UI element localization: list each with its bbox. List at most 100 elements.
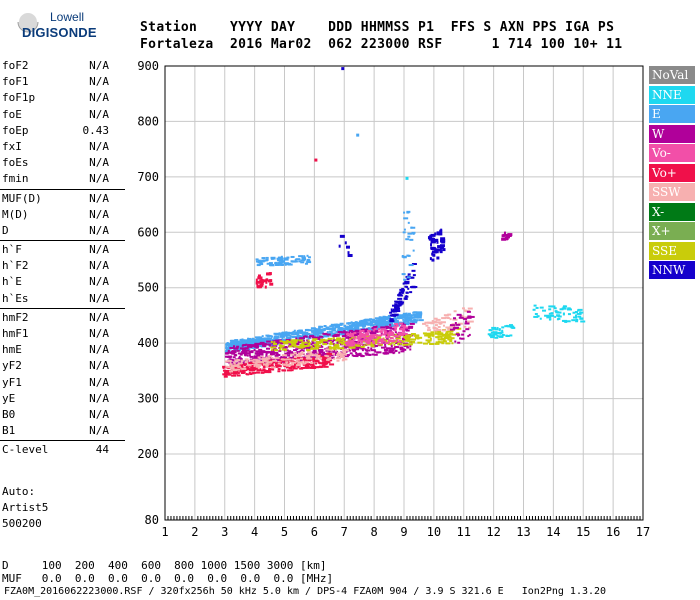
echo-mark [382,333,386,336]
echo-mark [248,362,254,365]
echo-mark [449,324,455,327]
echo-mark [315,329,318,332]
echo-mark [418,314,422,317]
echo-mark [398,322,403,325]
echo-mark [533,315,539,318]
echo-mark [273,332,279,335]
param-value: N/A [89,310,109,324]
echo-mark [343,324,347,327]
echo-mark [241,350,245,353]
echo-mark [278,263,284,266]
echo-mark [327,337,333,340]
echo-mark [401,255,404,258]
echo-mark [255,344,258,347]
echo-mark [223,375,228,378]
legend: NoVal NNE E W Vo- Vo+ SSW X- X+ SSE NNW [649,66,695,281]
echo-mark [320,332,324,335]
echo-mark [450,337,455,340]
echo-mark [364,352,369,355]
echo-mark [281,354,287,357]
echo-mark [433,317,438,320]
echo-mark [463,325,467,328]
echo-mark [409,318,413,321]
echo-mark [405,336,411,339]
echo-mark [347,327,352,330]
echo-mark [288,341,294,344]
echo-mark [333,350,339,353]
echo-mark [407,287,410,290]
echo-mark [225,343,231,346]
echo-mark [277,370,281,373]
echo-mark [439,250,443,254]
param-value: N/A [89,343,109,357]
echo-mark [351,348,355,351]
echo-mark [254,357,259,360]
echo-mark [229,346,235,349]
echo-mark [279,348,282,351]
echo-mark [266,369,272,372]
echo-mark [295,258,301,261]
echo-mark [347,339,350,342]
echo-mark [258,336,263,339]
echo-mark [274,339,278,342]
echo-mark [389,323,392,326]
param-row: foF2 N/A [0,58,125,74]
echo-mark [392,304,397,307]
echo-mark [270,351,276,354]
echo-mark [326,328,331,331]
echo-mark [380,332,383,335]
echo-mark [430,240,436,244]
echo-mark [374,336,378,339]
echo-mark [227,373,232,376]
echo-mark [441,238,446,242]
echo-mark [247,337,250,340]
echo-mark [344,241,347,245]
echo-mark [270,364,274,367]
echo-mark [291,365,296,368]
echo-mark [313,328,318,331]
echo-mark [236,363,240,366]
echo-mark [343,358,346,361]
echo-mark [467,335,470,338]
echo-mark [361,325,366,328]
echo-mark [292,330,296,333]
echo-mark [387,332,391,335]
echo-mark [255,260,260,263]
echo-mark [354,344,357,347]
echo-mark [341,353,347,356]
echo-mark [319,335,324,338]
echo-mark [398,303,403,306]
echo-mark [310,347,316,350]
echo-mark [436,321,442,324]
echo-mark [222,369,226,372]
echo-mark [361,347,365,350]
echo-mark [356,342,360,345]
echo-mark [548,318,551,321]
echo-mark [487,333,492,336]
echo-mark [555,311,560,314]
echo-mark [278,347,281,350]
echo-mark [307,337,310,340]
echo-mark [319,328,324,331]
echo-mark [278,261,284,264]
echo-mark [399,346,404,349]
echo-mark [306,254,309,257]
echo-mark [229,370,234,373]
echo-mark [430,233,436,237]
echo-mark [326,355,330,358]
echo-mark [339,323,343,326]
echo-mark [440,246,445,250]
echo-mark [433,329,438,332]
echo-mark [400,289,405,292]
echo-mark [337,340,343,343]
echo-mark [424,321,430,324]
echo-mark [371,327,374,330]
echo-mark [234,359,238,362]
echo-mark [294,357,300,360]
echo-mark [393,329,397,332]
y-tick-label: 500 [137,281,159,295]
echo-mark [568,307,571,310]
echo-mark [442,333,448,336]
echo-mark [237,340,240,343]
echo-mark [288,345,293,348]
